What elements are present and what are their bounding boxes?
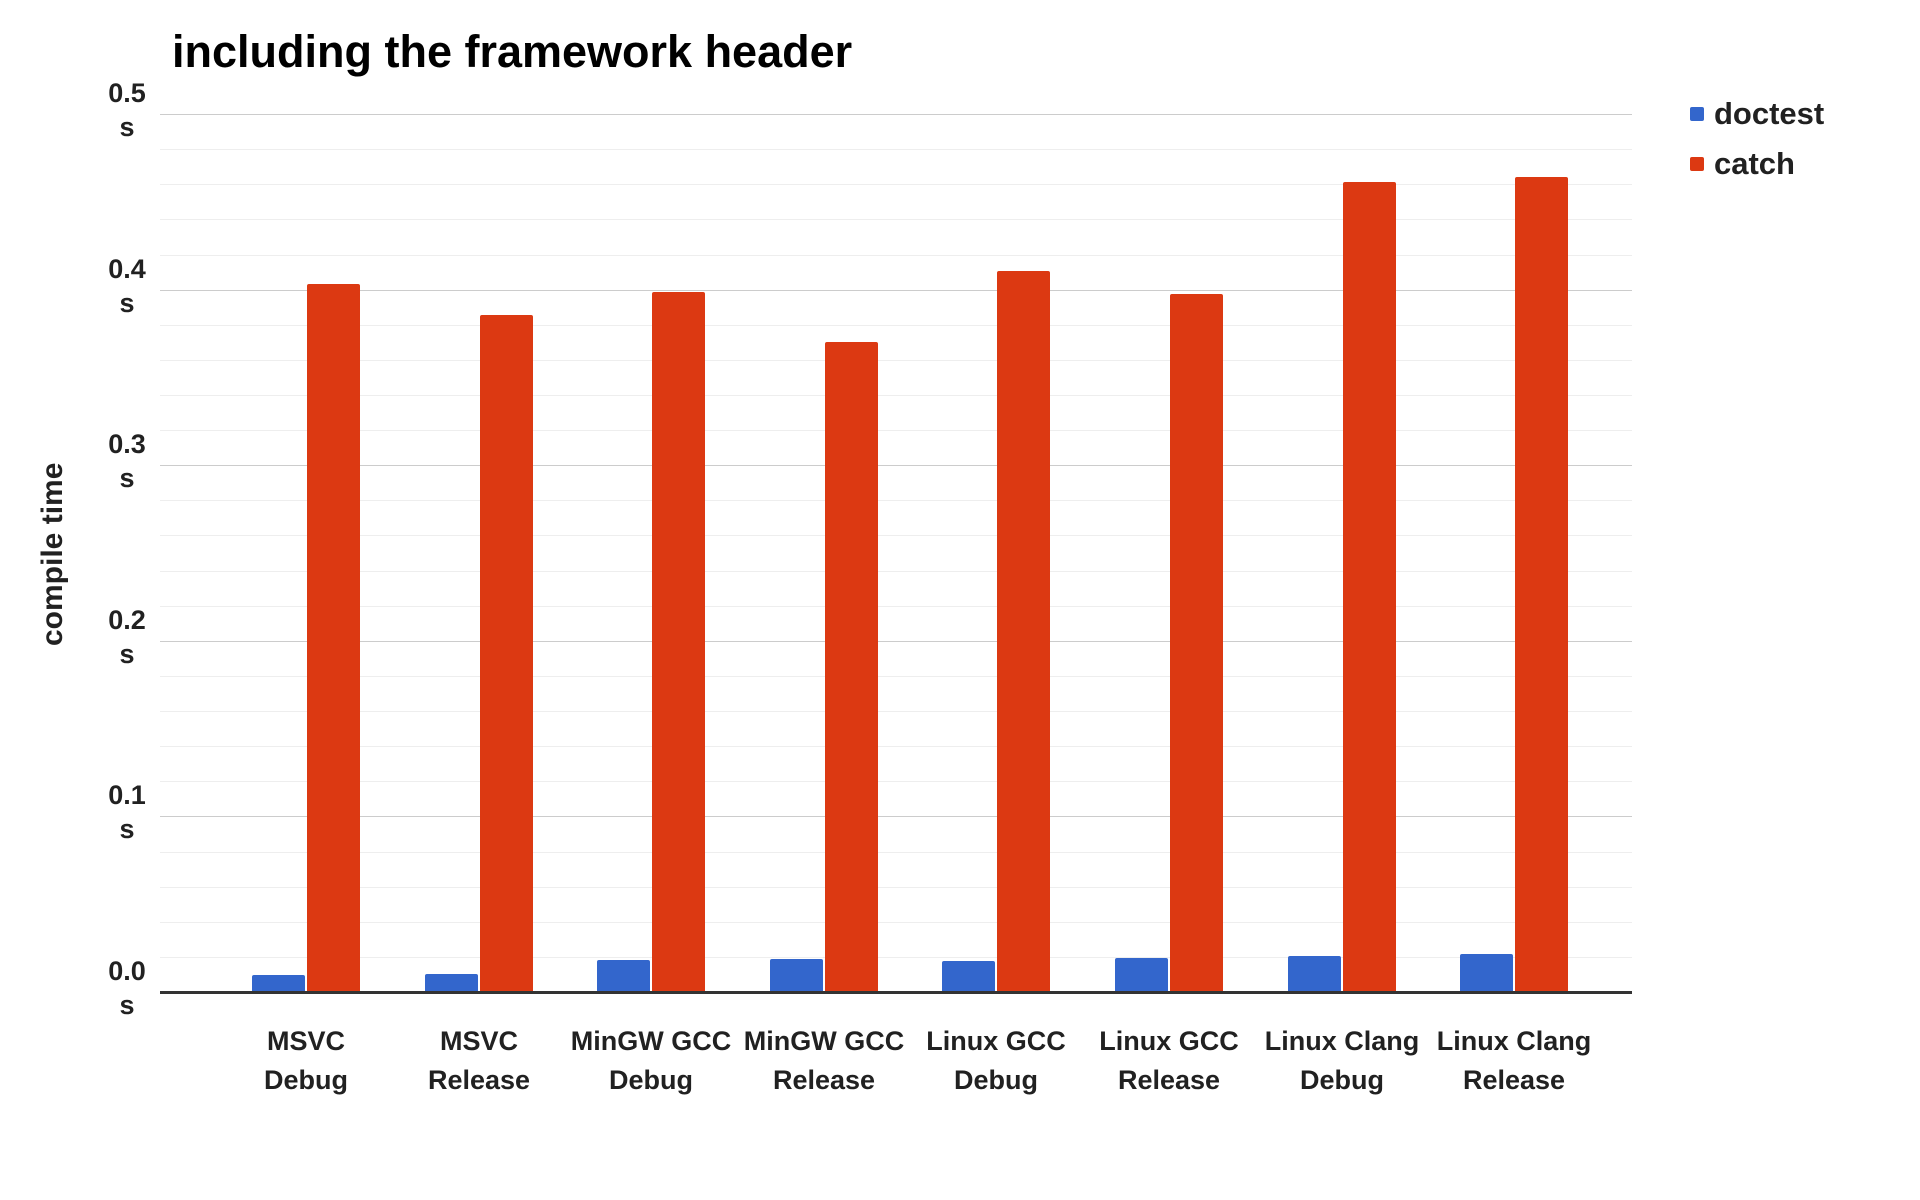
y-tick-label-0.3: 0.3 s — [108, 429, 146, 493]
bar-doctest-mingw-gcc-debug — [597, 959, 651, 993]
legend-item-catch: catch — [1690, 146, 1824, 182]
gridline-minor-0.44 — [160, 219, 1632, 221]
bar-catch-linux-clang-release — [1515, 176, 1569, 993]
bar-catch-msvc-debug — [307, 283, 360, 993]
gridline-minor-0.24 — [160, 570, 1632, 572]
gridline-minor-0.18 — [160, 675, 1632, 677]
y-tick-label-0.1: 0.1 s — [108, 780, 146, 844]
legend-item-doctest: doctest — [1690, 96, 1824, 132]
gridline-minor-0.42 — [160, 254, 1632, 256]
bar-doctest-mingw-gcc-release — [769, 958, 823, 993]
gridline-minor-0.04 — [160, 921, 1632, 923]
bar-doctest-linux-gcc-release — [1115, 957, 1168, 993]
gridline-minor-0.08 — [160, 851, 1632, 853]
gridline-minor-0.46 — [160, 184, 1632, 186]
gridline-minor-0.28 — [160, 500, 1632, 502]
legend-label-doctest: doctest — [1714, 96, 1825, 131]
y-tick-label-0.4: 0.4 s — [108, 254, 146, 318]
plot-area — [160, 114, 1632, 994]
gridline-minor-0.32 — [160, 430, 1632, 432]
x-tick-label-mingw-gcc-release: MinGW GCC Release — [743, 1026, 905, 1095]
y-tick-label-0.5: 0.5 s — [108, 78, 146, 142]
x-tick-label-mingw-gcc-debug: MinGW GCC Debug — [570, 1026, 732, 1095]
gridline-major-0.10 — [160, 816, 1632, 818]
legend-marker-catch — [1690, 157, 1704, 171]
bar-doctest-linux-clang-release — [1460, 954, 1514, 993]
gridline-minor-0.34 — [160, 395, 1632, 396]
bar-doctest-linux-gcc-debug — [942, 961, 996, 993]
gridline-minor-0.36 — [160, 359, 1632, 361]
gridline-minor-0.12 — [160, 781, 1632, 783]
gridline-major-0.40 — [160, 289, 1632, 291]
bar-catch-mingw-gcc-debug — [652, 292, 706, 993]
x-tick-label-linux-gcc-debug: Linux GCC Debug — [926, 1026, 1066, 1095]
bar-doctest-linux-clang-debug — [1287, 956, 1341, 993]
gridline-major-0.50 — [160, 114, 1632, 115]
bar-catch-msvc-release — [479, 315, 533, 993]
gridline-minor-0.22 — [160, 605, 1632, 607]
gridline-minor-0.02 — [160, 956, 1632, 958]
y-axis-title: compile time — [36, 462, 69, 646]
legend-label-catch: catch — [1714, 146, 1795, 181]
bar-catch-linux-clang-debug — [1342, 181, 1396, 993]
gridline-minor-0.16 — [160, 711, 1632, 712]
x-tick-label-msvc-debug: MSVC Debug — [264, 1026, 348, 1095]
y-tick-label-0.0: 0.0 s — [108, 956, 146, 1020]
x-tick-label-linux-clang-release: Linux Clang Release — [1436, 1026, 1592, 1095]
chart-title: including the framework header — [172, 26, 853, 77]
x-tick-label-linux-gcc-release: Linux GCC Release — [1099, 1026, 1239, 1095]
x-axis-baseline — [160, 991, 1632, 994]
x-tick-label-linux-clang-debug: Linux Clang Debug — [1264, 1026, 1420, 1095]
gridline-minor-0.06 — [160, 886, 1632, 888]
gridline-minor-0.48 — [160, 149, 1632, 151]
x-tick-label-msvc-release: MSVC Release — [427, 1026, 531, 1095]
y-tick-label-0.2: 0.2 s — [108, 605, 146, 669]
gridline-major-0.20 — [160, 640, 1632, 642]
bar-catch-linux-gcc-debug — [997, 271, 1051, 993]
legend-marker-doctest — [1690, 107, 1704, 121]
gridline-minor-0.14 — [160, 746, 1632, 748]
gridline-minor-0.38 — [160, 324, 1632, 326]
gridline-minor-0.26 — [160, 535, 1632, 537]
legend: doctest catch — [1690, 96, 1824, 182]
bar-doctest-msvc-debug — [252, 975, 305, 993]
gridline-major-0.30 — [160, 465, 1632, 467]
bar-doctest-msvc-release — [424, 973, 478, 993]
bar-catch-mingw-gcc-release — [824, 341, 878, 993]
bar-catch-linux-gcc-release — [1170, 294, 1223, 993]
